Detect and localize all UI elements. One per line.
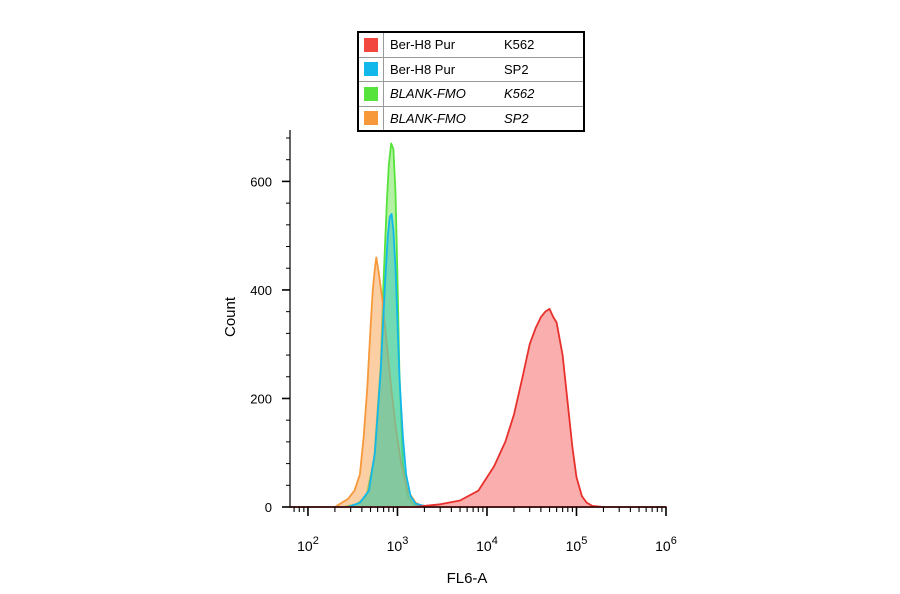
x-tick-label: 102 xyxy=(297,535,319,554)
legend-swatch xyxy=(364,62,378,77)
legend-label: BLANK-FMO xyxy=(390,86,466,102)
legend-item: BLANK-FMO K562 xyxy=(359,82,583,107)
x-tick-label: 103 xyxy=(387,535,409,554)
plot-area: 0 200 400 600 102 103 104 105 106 xyxy=(250,130,677,554)
series-area xyxy=(289,142,667,508)
y-axis-label: Count xyxy=(222,296,239,337)
x-tick-label: 104 xyxy=(476,535,498,554)
legend-item: Ber-H8 Pur K562 xyxy=(359,33,583,58)
y-tick-label: 0 xyxy=(265,500,272,515)
series-area xyxy=(289,213,667,508)
legend: Ber-H8 Pur K562 Ber-H8 Pur SP2 BLANK-FMO… xyxy=(357,31,585,132)
legend-cell-line: K562 xyxy=(504,86,535,102)
y-tick-label: 600 xyxy=(250,174,272,189)
legend-swatch xyxy=(364,111,378,126)
legend-label: Ber-H8 Pur xyxy=(390,61,456,77)
legend-cell-line: K562 xyxy=(504,37,535,53)
y-tick-label: 200 xyxy=(250,391,272,406)
legend-cell-line: SP2 xyxy=(504,61,529,77)
x-tick-label: 105 xyxy=(566,535,588,554)
y-tick-label: 400 xyxy=(250,283,272,298)
series-area xyxy=(289,256,667,508)
legend-swatch xyxy=(364,37,378,52)
series-area xyxy=(289,308,667,508)
legend-item: Ber-H8 Pur SP2 xyxy=(359,57,583,82)
x-tick-label: 106 xyxy=(655,535,677,554)
legend-item: BLANK-FMO SP2 xyxy=(359,106,583,130)
legend-cell-line: SP2 xyxy=(504,110,529,126)
legend-label: Ber-H8 Pur xyxy=(390,37,456,53)
legend-swatch xyxy=(364,86,378,101)
legend-label: BLANK-FMO xyxy=(390,110,466,126)
x-axis-label: FL6-A xyxy=(447,570,488,587)
